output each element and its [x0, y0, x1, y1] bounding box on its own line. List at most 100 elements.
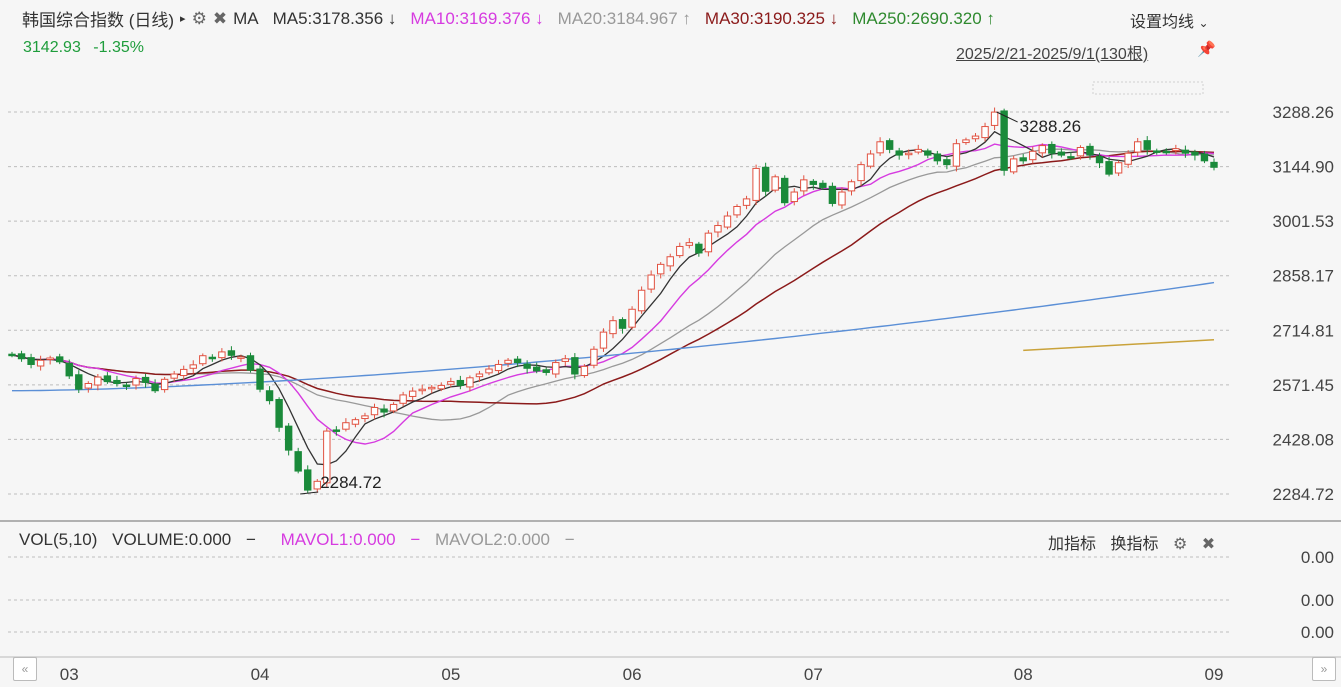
candle-body [75, 374, 83, 390]
candle-body [590, 348, 598, 366]
candle-body [532, 366, 541, 372]
candle-body [1133, 141, 1142, 153]
date-range[interactable]: 2025/2/21-2025/9/1(130根) [956, 46, 1149, 63]
ma-setting-button[interactable]: 设置均线 ⌄ [1130, 8, 1209, 32]
candle-body [1038, 145, 1046, 154]
candle-body [151, 383, 159, 392]
candle-body [256, 368, 264, 390]
candle-body [580, 365, 589, 377]
candle-body [294, 451, 302, 472]
annotation-label: 2284.72 [320, 473, 381, 492]
candle-body [513, 358, 522, 364]
gear-icon[interactable]: ⚙ [1172, 536, 1188, 553]
candle-body [103, 375, 112, 383]
candle-body [370, 406, 379, 416]
x-tick-label: 04 [251, 665, 270, 684]
candle-body [819, 182, 827, 188]
candle-body [1009, 158, 1018, 173]
candle-body [504, 359, 512, 364]
candle-body [809, 180, 818, 185]
volume-value: VOLUME:0.000 − [112, 530, 256, 549]
candle-body [1076, 146, 1085, 157]
candle-body [1162, 150, 1171, 154]
add-indicator-button[interactable]: 加指标 [1048, 536, 1097, 553]
candle-body [323, 430, 331, 484]
candle-body [714, 225, 722, 233]
candle-body [122, 384, 131, 388]
candle-body [685, 242, 694, 246]
candle-body [800, 179, 808, 192]
candle-body [94, 376, 102, 386]
quote: 3142.93 -1.35% [23, 39, 152, 57]
candle-body [380, 408, 388, 413]
indicator-controls: 加指标 换指标 ⚙ ✖ [1048, 530, 1225, 554]
ma-legend-item: MA10:3169.376 ↓ [410, 8, 544, 28]
candle-body [914, 148, 922, 153]
candle-body [1153, 150, 1161, 153]
candle-body [962, 139, 970, 144]
candle-body [1048, 143, 1056, 154]
candle-body [1172, 148, 1180, 152]
candle-body [437, 384, 445, 390]
candle-body [752, 167, 760, 201]
ma-legend-item: MA30:3190.325 ↓ [704, 8, 839, 28]
y-tick-label: 3144.90 [1273, 158, 1334, 177]
ma-label: MA [233, 8, 259, 28]
gear-icon[interactable]: ⚙ [191, 8, 207, 28]
x-tick-label: 08 [1014, 665, 1033, 684]
candle-body [332, 429, 341, 432]
candle-body [704, 232, 713, 253]
candle-body [36, 359, 45, 367]
candle-body [933, 153, 942, 162]
candle-body [170, 373, 178, 379]
candle-body [943, 159, 951, 166]
ma-legend: MA5:3178.356 ↓ MA10:3169.376 ↓ MA20:3184.9… [265, 9, 1001, 29]
candle-body [361, 415, 369, 420]
candle-body [55, 356, 64, 363]
candle-body [618, 319, 627, 329]
ma10-line [11, 143, 1215, 445]
candle-body [656, 263, 665, 275]
annotation-pointer [996, 111, 1018, 123]
candle-body [1114, 162, 1123, 174]
candle-body [199, 355, 207, 365]
ma-legend-item: MA250:2690.320 ↑ [852, 8, 995, 28]
candle-body [218, 351, 226, 359]
candle-body [132, 378, 140, 386]
candle-body [17, 353, 26, 360]
candle-body [475, 373, 484, 378]
candle-body [542, 369, 550, 373]
candle-body [847, 181, 856, 192]
candle-body [723, 215, 732, 228]
candle-body [466, 377, 474, 388]
y-tick-label: 2571.45 [1273, 376, 1334, 395]
vol-label: VOL(5,10) [19, 530, 98, 549]
vol-tick-label: 0.00 [1301, 548, 1334, 567]
candle-body [561, 358, 570, 362]
scroll-right-button[interactable]: » [1312, 657, 1336, 681]
ma-setting-label: 设置均线 [1130, 14, 1195, 31]
pin-icon[interactable]: 📌 [1197, 41, 1216, 58]
scroll-left-button[interactable]: « [13, 657, 37, 681]
candle-body [523, 363, 531, 369]
candle-body [1000, 110, 1008, 171]
candle-body [628, 308, 636, 328]
chevron-down-icon: ⌄ [1198, 16, 1209, 30]
candle-body [399, 394, 407, 404]
y-tick-label: 2858.17 [1273, 267, 1334, 286]
candle-body [65, 362, 73, 377]
candle-body [742, 198, 751, 206]
x-tick-label: 09 [1205, 665, 1224, 684]
candle-body [876, 141, 884, 154]
candle-body [895, 150, 903, 156]
close-icon[interactable]: ✖ [212, 8, 228, 28]
switch-indicator-button[interactable]: 换指标 [1110, 536, 1159, 553]
candle-body [8, 353, 16, 357]
candle-body [418, 388, 426, 392]
candle-body [771, 176, 779, 191]
close-icon[interactable]: ✖ [1201, 536, 1216, 553]
expand-arrow-icon[interactable]: ▸ [180, 13, 186, 25]
y-tick-label: 3288.26 [1273, 103, 1334, 122]
candle-body [666, 256, 674, 267]
